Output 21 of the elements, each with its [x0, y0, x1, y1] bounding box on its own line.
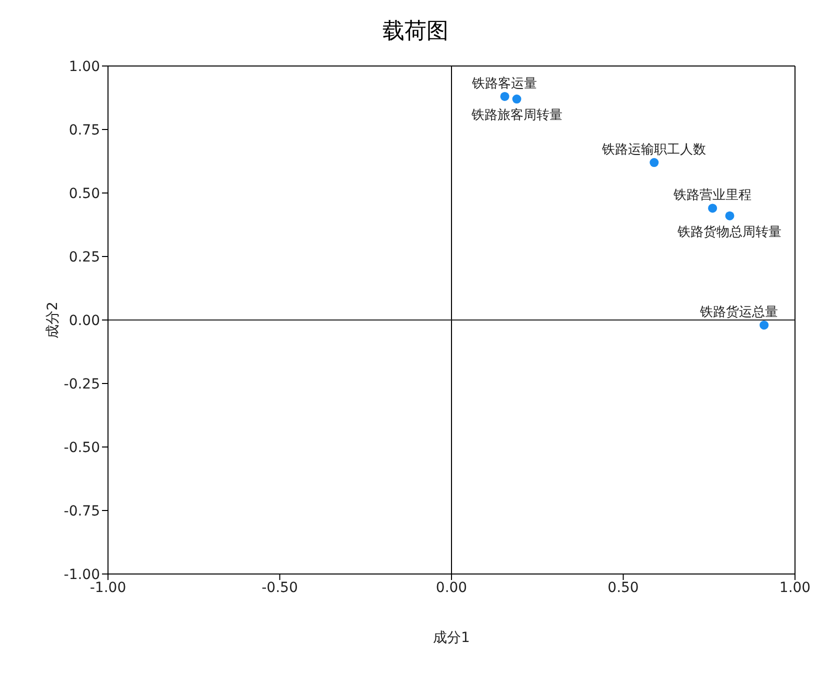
x-tick-label: 0.00 [436, 580, 468, 596]
y-axis-title: 成分2 [44, 302, 61, 338]
annotation: 铁路旅客周转量 [470, 107, 562, 124]
annotation: 铁路营业里程 [672, 188, 752, 204]
x-axis-title: 成分1 [433, 630, 470, 646]
y-tick-label: -0.25 [64, 376, 100, 392]
x-tick-label: 1.00 [779, 580, 811, 596]
y-tick-label: 0.75 [68, 122, 100, 138]
annotation: 铁路客运量 [471, 75, 538, 92]
y-tick-label: 0.50 [68, 186, 100, 202]
chart-title: 载荷图 [382, 18, 450, 46]
annotation: 铁路货物总周转量 [676, 224, 782, 240]
y-tick-label: 0.25 [68, 249, 100, 266]
y-tick-label: 0.00 [68, 312, 100, 329]
annotation: 铁路货运总量 [699, 305, 778, 320]
y-tick-label: -0.50 [64, 440, 100, 456]
x-tick-label: 0.50 [608, 580, 639, 596]
annotation: 铁路运输职工人数 [601, 142, 706, 158]
y-tick-label: -0.75 [64, 503, 100, 520]
x-tick-label: -0.50 [262, 580, 298, 596]
y-tick-label: 1.00 [68, 58, 100, 75]
